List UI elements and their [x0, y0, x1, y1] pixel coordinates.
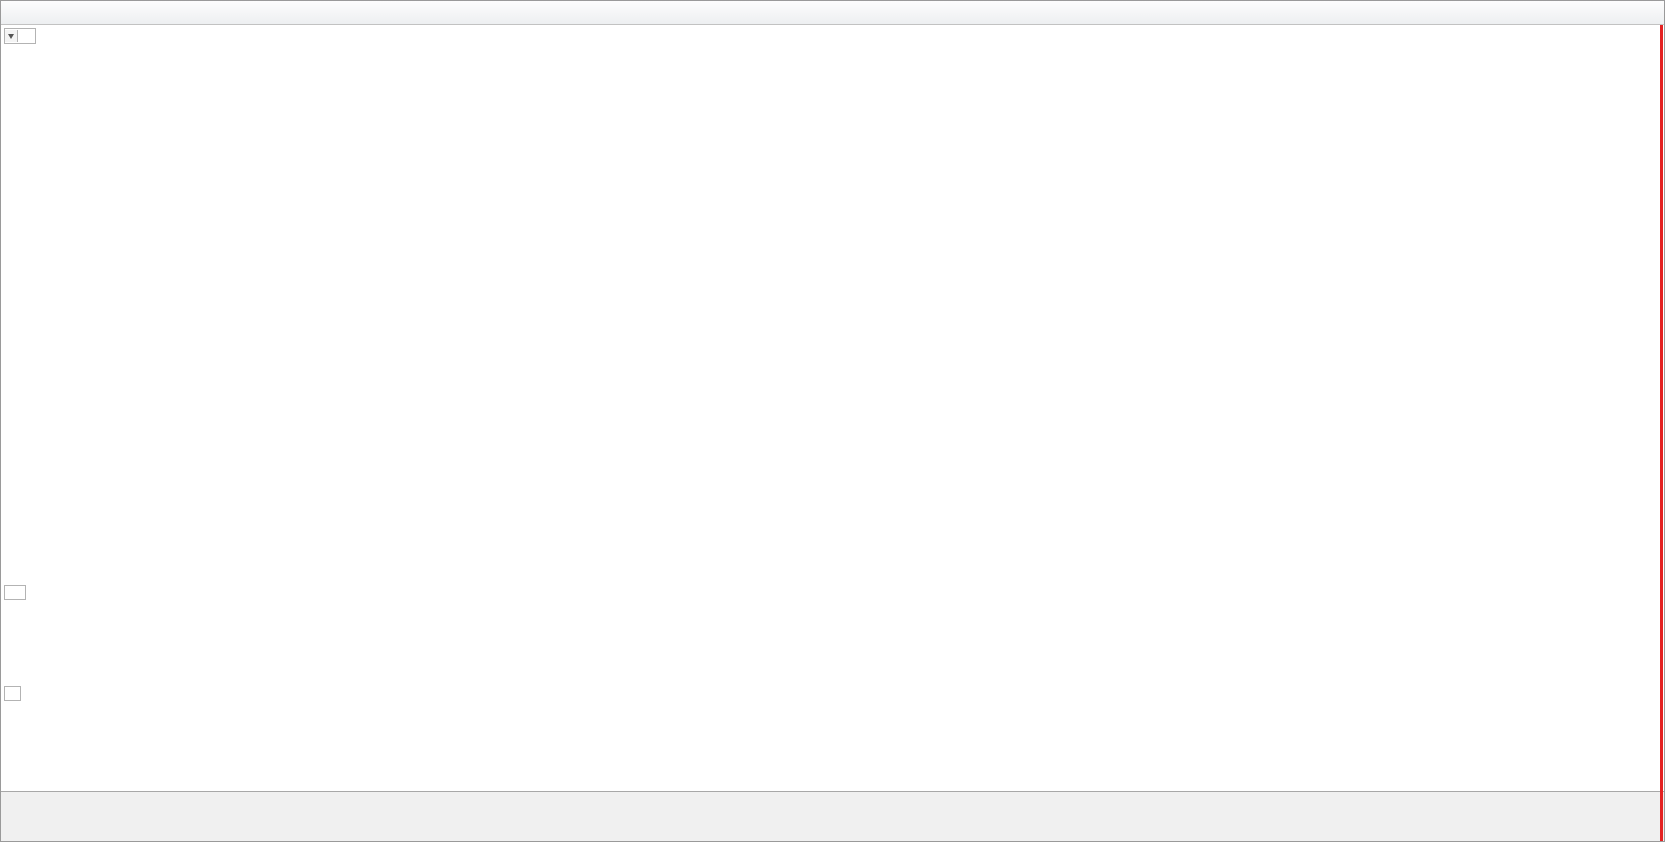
macd-label [4, 585, 26, 600]
window-edge-highlight [1660, 25, 1663, 841]
status-strip [1, 791, 1664, 841]
chevron-down-icon [8, 33, 14, 39]
rsi-label [4, 686, 21, 701]
toolbar [1, 1, 1664, 25]
collapse-chart-button[interactable] [5, 30, 18, 42]
chart-area[interactable] [1, 25, 1665, 791]
chart-canvas[interactable] [1, 25, 1665, 791]
chart-header [4, 28, 37, 44]
